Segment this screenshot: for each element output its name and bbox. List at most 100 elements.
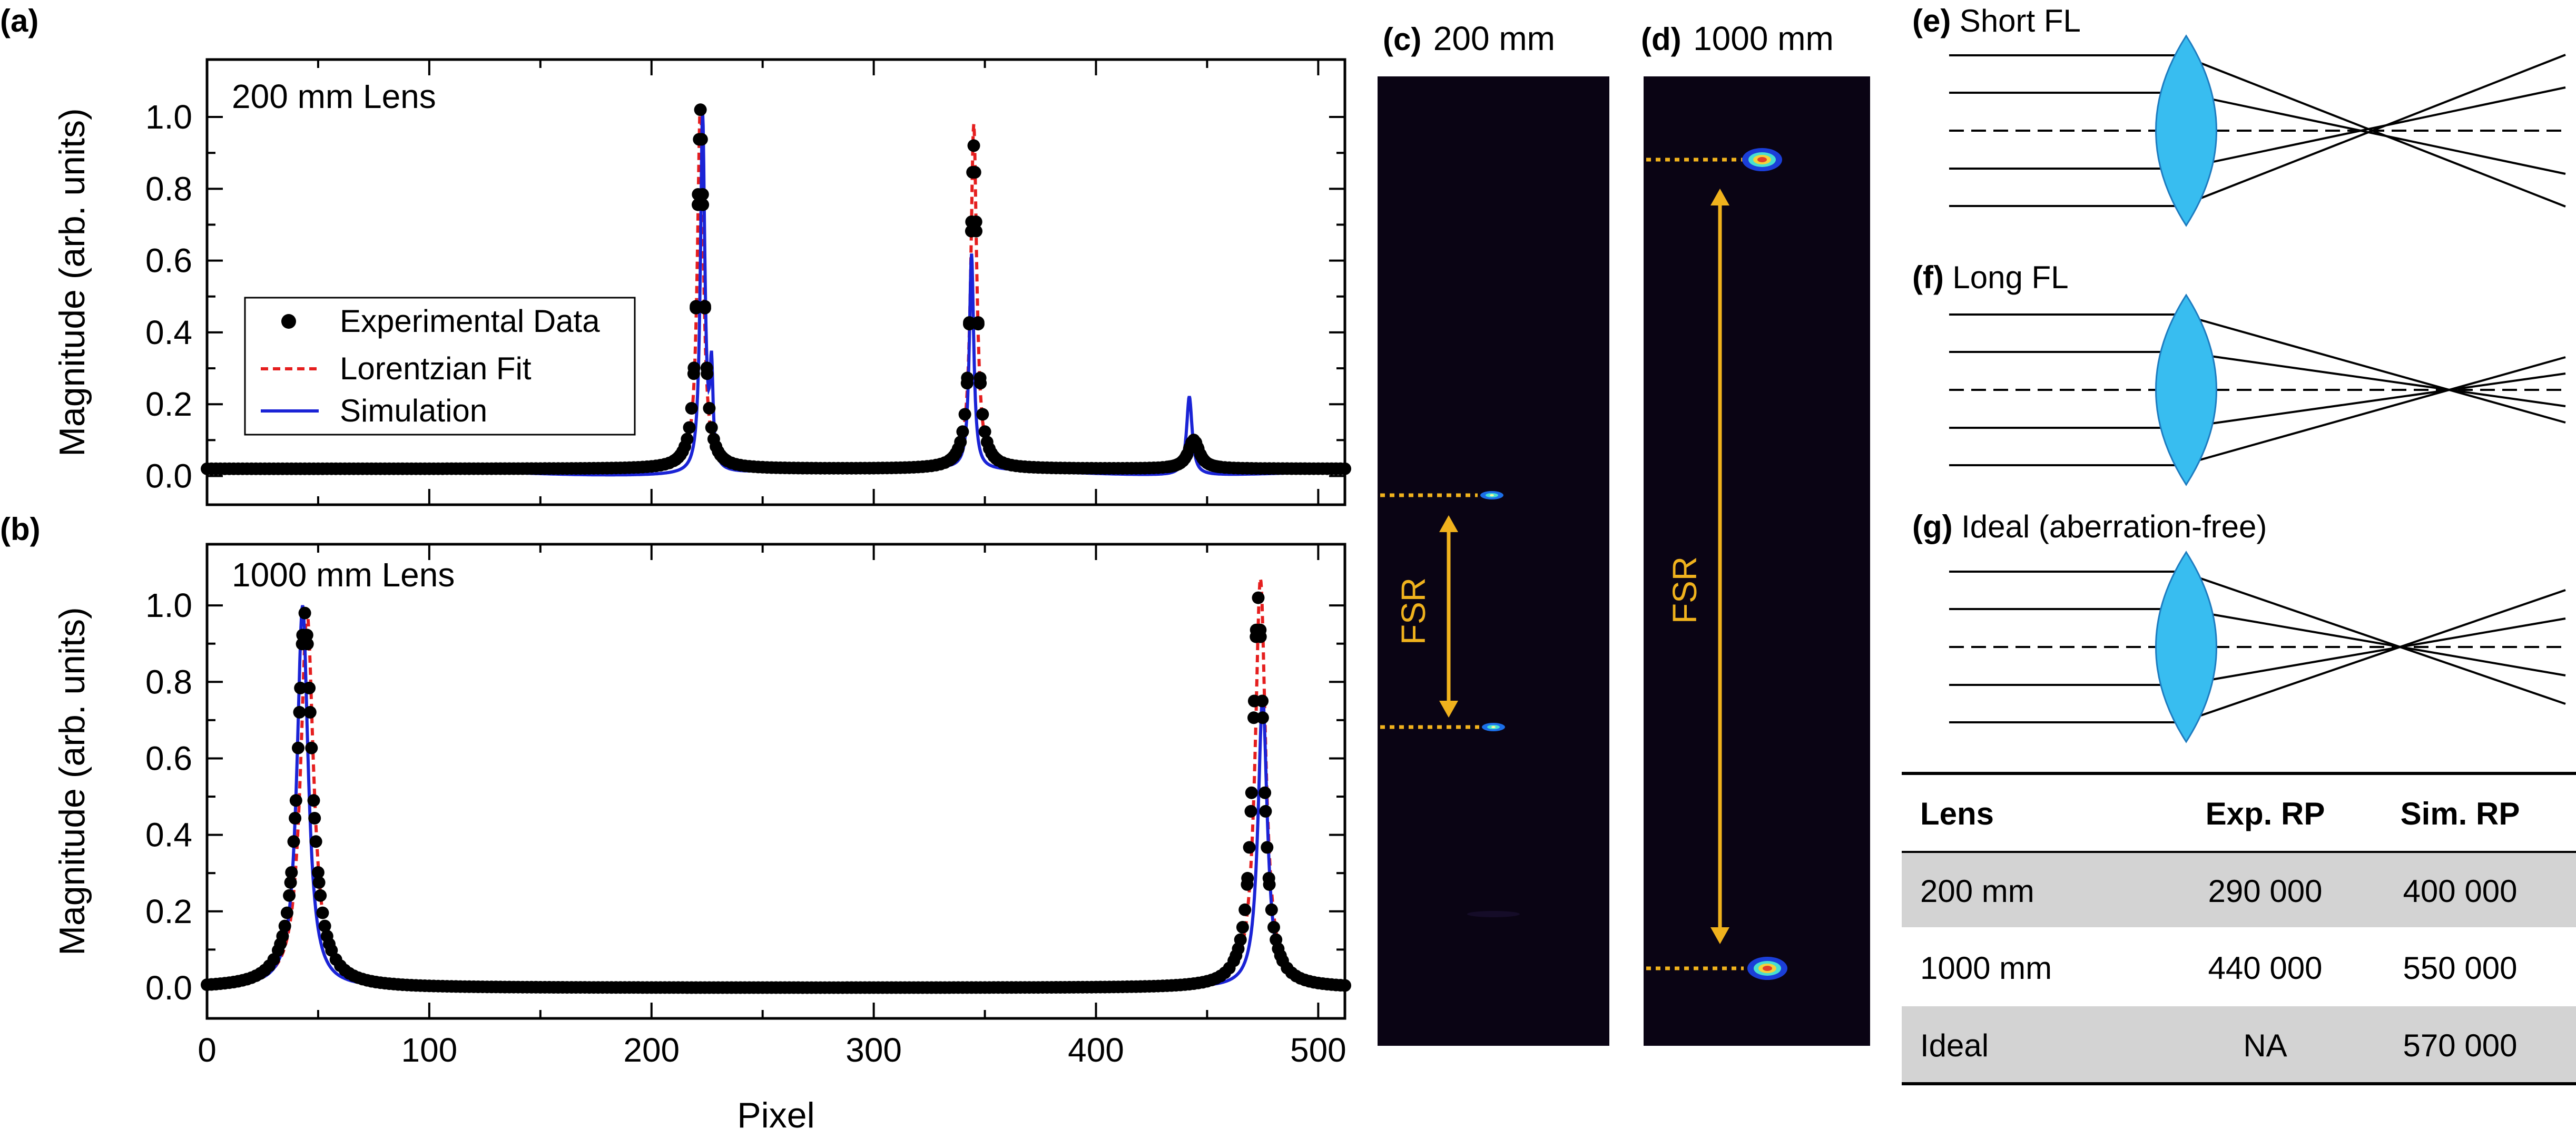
table-cell: 570 000 [2403,1028,2518,1063]
data-point [318,919,331,933]
data-point [700,361,713,375]
data-point [1258,786,1272,799]
data-point [698,300,711,313]
y-tick-label: 0.4 [145,313,192,351]
data-point [309,835,322,848]
image-d-caption: (d) 1000 mm [1641,19,1834,57]
y-tick-label: 1.0 [145,586,192,624]
data-point [1252,591,1265,604]
image-c: (c) 200 mm FSR [1378,19,1609,1046]
plot-b-ylabel: Magnitude (arb. units) [52,607,92,955]
data-point [974,371,987,385]
data-point [1259,805,1272,818]
simulation-series-line [207,605,1345,989]
data-point [695,133,708,146]
diagram-f-tag: (f) [1912,260,1944,295]
diagram-g: (g) Ideal (aberration-free) [1912,509,2566,743]
data-point [283,889,296,902]
data-point [1198,454,1211,467]
plot-a-series [201,102,1351,477]
data-point [696,188,709,201]
image-c-arrowhead-down [1439,701,1458,718]
data-point [293,705,306,719]
data-point [316,906,329,919]
data-point [958,408,971,421]
diagram-e: (e) Short FL [1912,3,2566,227]
plot-b-frame [205,543,1346,1020]
lens-icon [2155,293,2217,486]
data-point [289,794,302,807]
data-point [1261,841,1274,854]
data-point [1234,933,1247,946]
table-cell: 200 mm [1920,874,2034,909]
x-tick-label: 0 [198,1031,217,1069]
data-point [1245,786,1258,799]
data-point [292,741,304,754]
y-tick-label: 0.2 [145,892,192,930]
data-point [963,316,976,329]
data-point [681,433,694,446]
diagram-f-title: Long FL [1952,260,2068,295]
plot-b-ticks [206,544,1345,1018]
data-point [294,681,307,694]
data-point [314,889,327,902]
image-d-arrowhead-down [1710,927,1729,944]
x-tick-label: 100 [401,1031,457,1069]
y-tick-label: 0.8 [145,170,192,208]
legend-label-fit: Lorentzian Fit [340,351,532,386]
data-point [978,425,991,438]
data-point [970,224,982,238]
diagram-g-tag: (g) [1912,509,1953,544]
plot-a-note: 200 mm Lens [232,77,436,115]
data-point [694,103,707,116]
image-d-spot-top [1742,148,1782,171]
data-point [1339,979,1351,992]
y-tick-label: 0.4 [145,816,192,854]
image-c-arrowhead-up [1439,515,1458,532]
image-c-caption: (c) 200 mm [1383,19,1555,57]
image-c-faint-spot [1467,911,1520,917]
x-tick-label: 300 [845,1031,902,1069]
data-point [298,606,311,620]
table-cell: 290 000 [2208,874,2323,909]
plot-a-tick-labels: 0.0 0.2 0.4 0.6 0.8 1.0 [145,98,192,495]
diagram-e-caption: (e) Short FL [1912,3,2081,38]
image-c-spot-bottom [1482,723,1505,731]
legend-marker-experimental [281,314,296,329]
plot-a-ylabel: Magnitude (arb. units) [52,108,92,456]
data-point [1265,903,1278,916]
data-point [276,929,289,943]
data-point [1256,711,1269,724]
image-c-title: 200 mm [1433,19,1555,57]
image-d-frame [1644,76,1870,1046]
data-point [284,876,297,889]
x-tick-label: 500 [1290,1031,1346,1069]
data-point [307,794,320,807]
y-tick-label: 0.8 [145,663,192,701]
y-tick-label: 0.0 [145,969,192,1007]
diagram-g-title: Ideal (aberration-free) [1961,509,2267,544]
plot-b-series [201,578,1351,994]
data-point [954,436,967,448]
data-point [301,637,314,651]
diagram-f: (f) Long FL [1912,260,2566,486]
plot-b-xlabel: Pixel [737,1095,814,1135]
diagram-f-caption: (f) Long FL [1912,260,2069,295]
data-point [287,835,300,848]
data-point [1262,871,1275,885]
data-point [303,681,316,694]
data-point [1247,711,1260,724]
image-d-title: 1000 mm [1693,19,1834,57]
data-point [1256,694,1269,708]
data-point [961,371,974,385]
diagram-e-tag: (e) [1912,3,1951,38]
image-c-tag: (c) [1383,22,1421,57]
data-point [305,741,318,754]
data-point [1244,805,1257,818]
x-tick-label: 200 [623,1031,680,1069]
data-point [696,198,710,211]
plot-a-legend: Experimental Data Lorentzian Fit Simulat… [244,297,636,436]
data-point [1238,903,1252,916]
data-point [289,812,302,825]
